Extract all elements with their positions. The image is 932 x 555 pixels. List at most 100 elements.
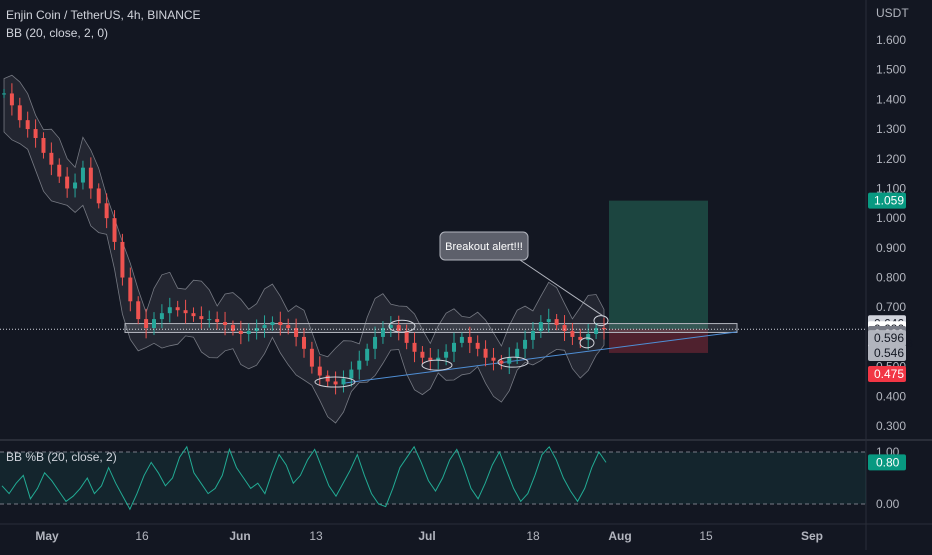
candle bbox=[436, 357, 441, 361]
candle bbox=[73, 182, 78, 189]
price-badge bbox=[868, 344, 906, 361]
candle bbox=[412, 342, 417, 352]
candle bbox=[112, 218, 117, 242]
time-tick-label: 13 bbox=[309, 529, 323, 543]
candle bbox=[554, 319, 559, 326]
time-tick-label: 18 bbox=[526, 529, 540, 543]
candle bbox=[65, 176, 70, 189]
candle bbox=[507, 357, 512, 364]
price-tick-label: 0.900 bbox=[876, 241, 906, 255]
highlight-ellipse bbox=[314, 376, 356, 388]
price-axis-unit: USDT bbox=[876, 6, 909, 20]
candle bbox=[428, 357, 433, 361]
candle bbox=[404, 330, 409, 343]
candle bbox=[2, 93, 6, 95]
price-tick-label: 1.600 bbox=[876, 33, 906, 47]
candle bbox=[199, 316, 204, 320]
candle bbox=[17, 105, 22, 121]
candle bbox=[491, 357, 496, 361]
candle bbox=[167, 307, 172, 314]
price-tick-label: 1.400 bbox=[876, 92, 906, 106]
candle bbox=[230, 325, 235, 331]
pb-tick-label: 0.00 bbox=[876, 497, 900, 511]
candle bbox=[136, 301, 141, 320]
candle bbox=[578, 336, 583, 340]
candle bbox=[396, 325, 401, 331]
candle bbox=[152, 319, 156, 329]
candle bbox=[538, 322, 543, 331]
pb-line bbox=[1, 445, 607, 511]
price-tick-label: 1.500 bbox=[876, 63, 906, 77]
price-tick-label: 1.200 bbox=[876, 152, 906, 166]
highlight-ellipse bbox=[497, 356, 529, 368]
price-tick-label: 1.100 bbox=[876, 181, 906, 195]
pb-badge bbox=[868, 454, 906, 471]
price-tick-label: 0.300 bbox=[876, 419, 906, 433]
candle bbox=[586, 333, 591, 340]
candle bbox=[546, 319, 551, 323]
candle bbox=[262, 325, 267, 329]
candle bbox=[380, 328, 385, 337]
candle bbox=[562, 325, 567, 331]
highlight-ellipse bbox=[579, 337, 595, 349]
candle bbox=[25, 120, 30, 130]
time-tick-label: 15 bbox=[699, 529, 713, 543]
candle bbox=[444, 351, 449, 358]
candle bbox=[278, 322, 283, 326]
candle bbox=[104, 203, 109, 219]
candle bbox=[357, 360, 362, 370]
candle bbox=[499, 360, 504, 364]
candle bbox=[373, 336, 378, 349]
candle bbox=[302, 336, 306, 349]
bb-percent-b-legend[interactable]: BB %B (20, close, 2) bbox=[6, 450, 117, 464]
candle bbox=[341, 378, 346, 385]
candle bbox=[33, 129, 38, 138]
candle bbox=[333, 381, 338, 385]
candle bbox=[467, 336, 472, 343]
time-tick-label: 16 bbox=[135, 529, 149, 543]
candle bbox=[207, 319, 212, 321]
candle bbox=[49, 152, 54, 165]
time-tick-label: Aug bbox=[608, 529, 631, 543]
price-tick-label: 1.300 bbox=[876, 122, 906, 136]
pb-badge-label: 0.80 bbox=[876, 455, 900, 469]
candle bbox=[270, 322, 275, 326]
candle bbox=[452, 342, 456, 352]
target-zone bbox=[609, 200, 708, 330]
candle bbox=[309, 348, 314, 367]
candle bbox=[475, 342, 480, 349]
candle bbox=[365, 348, 370, 361]
price-badge bbox=[868, 366, 906, 383]
callout-box[interactable] bbox=[439, 231, 529, 261]
candle bbox=[183, 310, 188, 314]
candle bbox=[88, 167, 93, 189]
candle bbox=[294, 328, 299, 337]
candle bbox=[144, 319, 149, 329]
bb-indicator-legend[interactable]: BB (20, close, 2, 0) bbox=[6, 26, 109, 40]
highlight-ellipse bbox=[388, 319, 416, 333]
price-badge bbox=[868, 192, 906, 209]
candle bbox=[515, 348, 520, 358]
candle bbox=[57, 164, 62, 177]
candle bbox=[175, 307, 180, 311]
stop-zone bbox=[609, 329, 708, 353]
price-tick-label: 0.400 bbox=[876, 389, 906, 403]
price-tick-label: 0.700 bbox=[876, 300, 906, 314]
candle bbox=[594, 328, 599, 334]
candle bbox=[420, 351, 425, 358]
candle bbox=[602, 328, 606, 330]
candle bbox=[246, 330, 251, 334]
price-badge-label: 1.059 bbox=[874, 194, 904, 208]
resistance-zone bbox=[124, 323, 738, 333]
ascending-trendline bbox=[344, 331, 738, 384]
candle bbox=[349, 369, 354, 379]
price-tick-label: 1.000 bbox=[876, 211, 906, 225]
callout-text: Breakout alert!!! bbox=[445, 241, 523, 253]
candle bbox=[570, 330, 575, 337]
chart-title: Enjin Coin / TetherUS, 4h, BINANCE bbox=[6, 8, 201, 22]
candle bbox=[459, 336, 464, 343]
candle bbox=[254, 328, 259, 331]
